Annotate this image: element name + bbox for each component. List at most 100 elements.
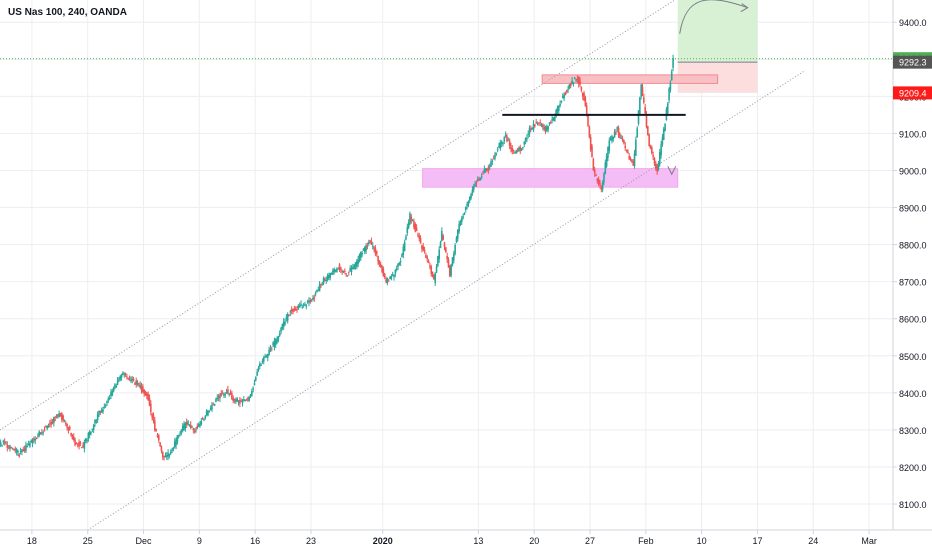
candle-body [260,364,262,366]
candle-body [623,139,625,144]
candle-body [29,442,31,447]
candle-body [442,235,444,240]
candle-body [654,163,657,169]
candle-body [467,201,470,205]
candle-body [225,392,228,394]
candle-body [617,127,620,136]
candle-body [167,452,169,457]
candle-body [516,149,519,152]
candle-body [272,342,274,346]
candle-body [546,126,548,131]
candle-body [551,119,553,121]
candle-body [401,254,403,258]
candle-body [2,440,5,442]
candle-body [486,168,488,171]
candle-body [421,245,423,249]
candle-body [308,300,310,303]
candle-body [554,117,556,121]
candle-body [187,421,189,425]
candle-body [163,456,165,458]
candle-body [542,124,544,128]
candle-body [78,441,80,447]
time-tick-label: 13 [473,536,483,546]
candle-body [648,134,650,147]
candle-body [114,384,116,388]
candle-body [625,149,628,151]
demand-zone [422,168,679,188]
candle-body [297,305,300,309]
candle-body [49,423,51,425]
candle-body [371,245,374,247]
time-tick-label: 16 [250,536,260,546]
candle-body [160,446,163,452]
candle-body [228,394,231,396]
candle-body [72,436,75,441]
price-label: 9209.4 [899,88,927,98]
candle-body [268,349,270,355]
candle-body [185,421,188,425]
candle-body [575,79,577,81]
price-tick-label: 8500.0 [899,352,927,362]
candle-body [378,260,381,265]
candle-body [336,268,338,272]
candle-body [309,300,312,303]
candle-body [294,309,297,311]
channel-upper-line [0,0,676,431]
candle-body [169,451,172,454]
candle-body [601,182,604,190]
candle-body [165,455,168,457]
candle-body [241,400,244,404]
time-tick-label: 20 [529,536,539,546]
candle-body [500,142,503,144]
candle-body [399,261,402,263]
time-tick-label: Feb [638,536,654,546]
candle-body [33,438,35,440]
candle-body [261,361,264,363]
candle-body [310,300,313,302]
price-tick-label: 9000.0 [899,166,927,176]
candle-body [608,140,611,152]
candle-body [96,414,99,421]
candle-body [99,410,102,413]
candle-body [352,267,354,270]
candle-body [86,440,88,442]
candle-body [314,292,317,295]
candle-body [348,271,350,273]
channel-lower-line [87,69,806,531]
candle-body [19,451,22,453]
candle-body [224,394,227,396]
time-tick-label: 2020 [373,536,393,546]
candle-body [6,444,9,448]
candle-body [213,403,216,406]
candle-body [34,438,37,441]
candle-body [417,234,419,236]
candle-body [652,155,654,157]
candle-body [547,126,549,130]
candle-body [74,439,76,446]
candle-body [468,196,471,201]
candle-body [106,400,108,404]
candle-body [305,305,308,307]
candle-body [439,242,442,248]
candle-body [641,86,644,95]
candle-body [508,140,511,147]
candle-body [637,110,640,124]
candle-body [177,434,180,437]
candle-body [418,235,421,239]
candle-body [498,145,500,148]
candle-body [561,95,564,99]
candle-body [588,126,591,138]
candle-body [199,423,201,426]
candle-body [152,415,155,421]
time-tick-label: 10 [697,536,707,546]
candle-body [14,448,17,451]
price-label-box [893,55,932,69]
candle-body [88,431,91,435]
candle-body [362,248,365,251]
candle-body [519,147,522,151]
candle-body [538,123,540,125]
candle-body [215,399,217,402]
candle-body [208,411,211,413]
candle-body [620,138,623,140]
